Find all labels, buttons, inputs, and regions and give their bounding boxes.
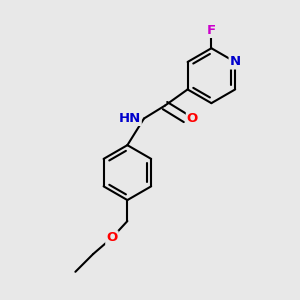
Text: F: F	[207, 24, 216, 37]
Text: N: N	[230, 56, 241, 68]
Text: O: O	[187, 112, 198, 125]
Text: O: O	[106, 231, 118, 244]
Text: HN: HN	[118, 112, 141, 125]
